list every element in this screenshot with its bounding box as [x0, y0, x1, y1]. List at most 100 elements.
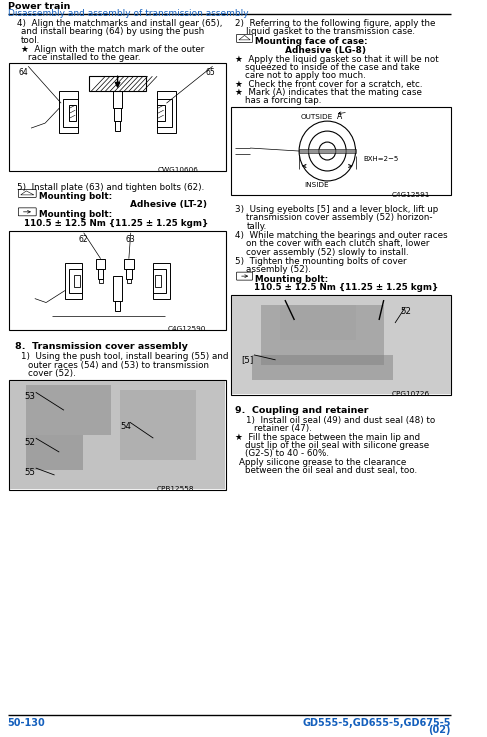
- Text: squeezed to inside of the case and take: squeezed to inside of the case and take: [244, 63, 419, 72]
- Bar: [157, 105, 165, 121]
- Text: GD555-5,GD655-5,GD675-5: GD555-5,GD655-5,GD675-5: [302, 718, 450, 727]
- FancyBboxPatch shape: [19, 208, 36, 216]
- Circle shape: [319, 142, 336, 160]
- Bar: [124, 259, 133, 269]
- FancyBboxPatch shape: [19, 189, 36, 198]
- Text: race installed to the gear.: race installed to the gear.: [28, 53, 141, 63]
- Text: (02): (02): [428, 724, 450, 735]
- Bar: [9, 380, 226, 490]
- Text: 52: 52: [401, 307, 412, 316]
- Text: 64: 64: [19, 69, 29, 77]
- Text: ★  Mark (A) indicates that the mating case: ★ Mark (A) indicates that the mating cas…: [235, 88, 422, 97]
- Text: BXH=2−5: BXH=2−5: [363, 156, 398, 162]
- Bar: [113, 276, 122, 301]
- Text: tally.: tally.: [246, 222, 267, 231]
- Text: 9.  Coupling and retainer: 9. Coupling and retainer: [235, 406, 369, 415]
- Text: assembly (52).: assembly (52).: [246, 265, 311, 274]
- Text: tool.: tool.: [20, 36, 40, 45]
- Text: on the cover with each clutch shaft, lower: on the cover with each clutch shaft, low…: [246, 240, 430, 248]
- Bar: [96, 259, 105, 269]
- Bar: [89, 76, 146, 91]
- Text: 2)  Referring to the following figure, apply the: 2) Referring to the following figure, ap…: [235, 19, 435, 28]
- Text: and install bearing (64) by using the push: and install bearing (64) by using the pu…: [20, 27, 204, 36]
- Text: 52: 52: [24, 438, 36, 447]
- Text: 110.5 ± 12.5 Nm {11.25 ± 1.25 kgm}: 110.5 ± 12.5 Nm {11.25 ± 1.25 kgm}: [24, 219, 209, 228]
- Bar: [99, 279, 103, 282]
- Bar: [9, 63, 226, 171]
- Text: OUTSIDE: OUTSIDE: [301, 114, 333, 120]
- Text: C4G12591: C4G12591: [391, 192, 430, 198]
- Text: 3)  Using eyebolts [5] and a lever block, lift up: 3) Using eyebolts [5] and a lever block,…: [235, 205, 438, 214]
- Bar: [120, 391, 196, 460]
- Text: ★  Fill the space between the main lip and: ★ Fill the space between the main lip an…: [235, 433, 420, 442]
- Text: transmission cover assembly (52) horizon-: transmission cover assembly (52) horizon…: [246, 213, 433, 223]
- Text: cover (52).: cover (52).: [28, 369, 76, 378]
- Text: Apply silicone grease to the clearance: Apply silicone grease to the clearance: [239, 458, 406, 467]
- Bar: [153, 269, 167, 293]
- Bar: [115, 121, 120, 131]
- Bar: [126, 269, 131, 279]
- Bar: [231, 107, 451, 195]
- Circle shape: [308, 131, 346, 171]
- Text: (G2-S) to 40 - 60%.: (G2-S) to 40 - 60%.: [244, 449, 329, 458]
- Text: has a forcing tap.: has a forcing tap.: [244, 97, 321, 105]
- Bar: [98, 269, 103, 279]
- Bar: [262, 305, 384, 365]
- FancyBboxPatch shape: [237, 272, 253, 280]
- Text: 1)  Using the push tool, install bearing (55) and: 1) Using the push tool, install bearing …: [20, 352, 228, 361]
- Text: 54: 54: [120, 422, 131, 431]
- Text: liquid gasket to the transmission case.: liquid gasket to the transmission case.: [246, 27, 415, 36]
- Text: Adhesive (LG-8): Adhesive (LG-8): [285, 46, 366, 55]
- Bar: [281, 305, 356, 340]
- FancyBboxPatch shape: [237, 35, 253, 42]
- Text: ★  Align with the match mark of the outer: ★ Align with the match mark of the outer: [20, 45, 204, 54]
- Bar: [113, 91, 122, 108]
- Bar: [252, 355, 393, 380]
- Bar: [10, 381, 225, 489]
- Bar: [69, 105, 76, 121]
- Text: ★  Apply the liquid gasket so that it will be not: ★ Apply the liquid gasket so that it wil…: [235, 55, 439, 64]
- Bar: [114, 108, 121, 121]
- Text: 1)  Install oil seal (49) and dust seal (48) to: 1) Install oil seal (49) and dust seal (…: [246, 416, 436, 425]
- Text: C4G12590: C4G12590: [168, 326, 206, 332]
- Text: Mounting bolt:: Mounting bolt:: [38, 210, 112, 220]
- Text: outer races (54) and (53) to transmission: outer races (54) and (53) to transmissio…: [28, 361, 209, 370]
- Text: 5)  Install plate (63) and tighten bolts (62).: 5) Install plate (63) and tighten bolts …: [17, 183, 204, 192]
- Bar: [155, 275, 161, 287]
- Text: care not to apply too much.: care not to apply too much.: [244, 71, 365, 80]
- Bar: [232, 296, 450, 394]
- Text: Mounting bolt:: Mounting bolt:: [38, 192, 112, 201]
- Text: Power train: Power train: [7, 2, 70, 11]
- Bar: [299, 149, 356, 153]
- Text: Mounting bolt:: Mounting bolt:: [255, 275, 328, 284]
- Text: 62: 62: [78, 235, 88, 244]
- Text: INSIDE: INSIDE: [305, 182, 329, 188]
- Bar: [9, 231, 226, 330]
- Text: dust lip of the oil seal with silicone grease: dust lip of the oil seal with silicone g…: [244, 441, 429, 450]
- Text: 53: 53: [24, 392, 36, 401]
- Text: 110.5 ± 12.5 Nm {11.25 ± 1.25 kgm}: 110.5 ± 12.5 Nm {11.25 ± 1.25 kgm}: [254, 283, 438, 292]
- Text: [5]: [5]: [241, 355, 253, 364]
- Text: cover assembly (52) slowly to install.: cover assembly (52) slowly to install.: [246, 248, 409, 256]
- Text: Adhesive (LT-2): Adhesive (LT-2): [130, 200, 207, 209]
- Text: 4)  While matching the bearings and outer races: 4) While matching the bearings and outer…: [235, 231, 448, 240]
- Bar: [231, 295, 451, 395]
- Text: 8.  Transmission cover assembly: 8. Transmission cover assembly: [15, 343, 188, 352]
- Bar: [26, 385, 111, 435]
- Bar: [127, 279, 131, 282]
- Text: 65: 65: [205, 69, 215, 77]
- Text: CPB12558: CPB12558: [156, 486, 194, 492]
- Text: Disassembly and assembly of transmission assembly: Disassembly and assembly of transmission…: [7, 9, 248, 18]
- Bar: [26, 435, 83, 470]
- Bar: [115, 301, 120, 310]
- Bar: [157, 91, 176, 133]
- Text: between the oil seal and dust seal, too.: between the oil seal and dust seal, too.: [244, 466, 417, 475]
- Text: 63: 63: [125, 235, 135, 244]
- Bar: [153, 262, 170, 298]
- Bar: [75, 275, 80, 287]
- Text: CPG10726: CPG10726: [391, 391, 430, 397]
- Text: Mounting face of case:: Mounting face of case:: [255, 37, 368, 46]
- Text: A: A: [337, 112, 342, 121]
- Text: retainer (47).: retainer (47).: [254, 425, 312, 433]
- Text: CWG10606: CWG10606: [158, 167, 199, 173]
